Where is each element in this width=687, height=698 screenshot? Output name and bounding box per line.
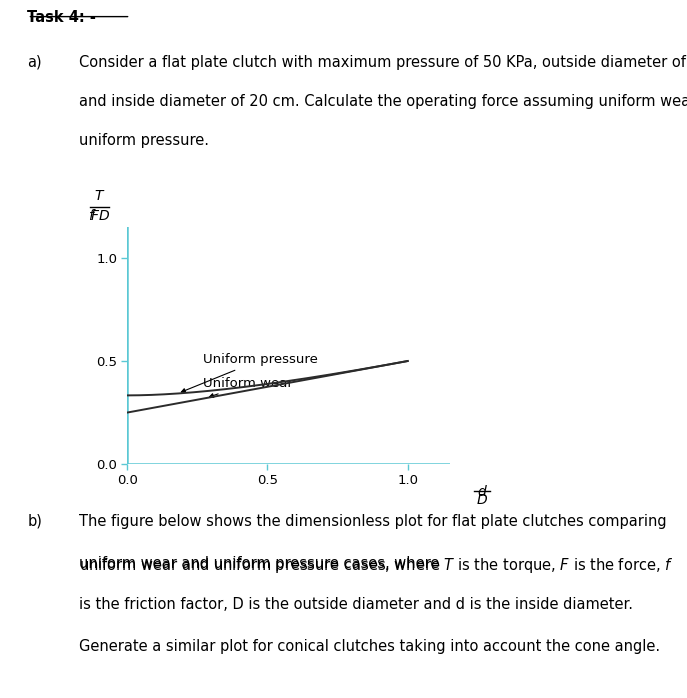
Text: uniform pressure.: uniform pressure.: [79, 133, 209, 148]
Text: Uniform wear: Uniform wear: [203, 377, 293, 397]
Text: is the friction factor, D is the outside diameter and d is the inside diameter.: is the friction factor, D is the outside…: [79, 597, 633, 612]
Text: uniform wear and uniform pressure cases, where: uniform wear and uniform pressure cases,…: [79, 556, 444, 570]
Text: $T$: $T$: [94, 189, 105, 203]
Text: Task 4: -: Task 4: -: [27, 10, 96, 24]
Text: Uniform pressure: Uniform pressure: [181, 353, 318, 392]
Text: $f\!FD$: $f\!FD$: [89, 208, 111, 223]
Text: Generate a similar plot for conical clutches taking into account the cone angle.: Generate a similar plot for conical clut…: [79, 639, 660, 654]
Text: b): b): [27, 514, 43, 528]
Text: $d$: $d$: [477, 484, 488, 499]
Text: Consider a flat plate clutch with maximum pressure of 50 KPa, outside diameter o: Consider a flat plate clutch with maximu…: [79, 54, 687, 70]
Text: The figure below shows the dimensionless plot for flat plate clutches comparing: The figure below shows the dimensionless…: [79, 514, 666, 528]
Text: a): a): [27, 54, 42, 70]
Text: uniform wear and uniform pressure cases, where $T$ is the torque, $F$ is the for: uniform wear and uniform pressure cases,…: [79, 556, 673, 574]
Text: $D$: $D$: [476, 493, 488, 507]
Text: and inside diameter of 20 cm. Calculate the operating force assuming uniform wea: and inside diameter of 20 cm. Calculate …: [79, 94, 687, 109]
